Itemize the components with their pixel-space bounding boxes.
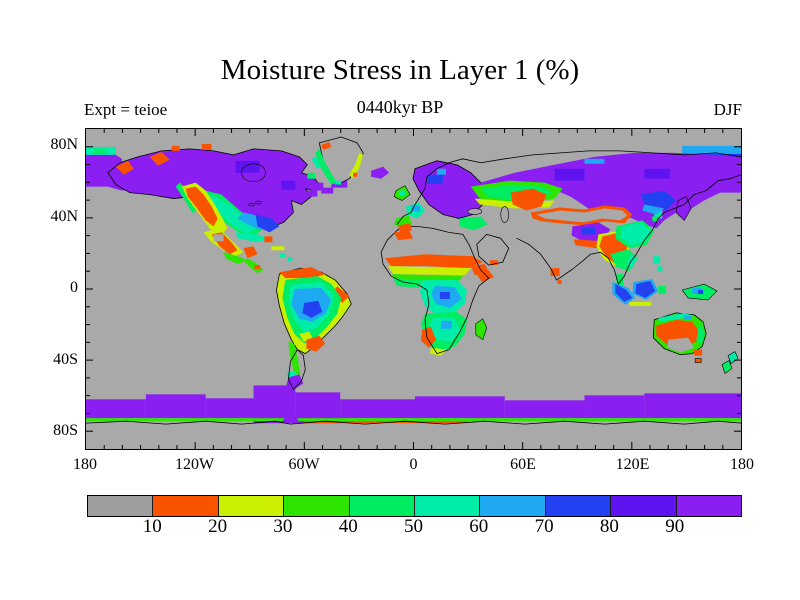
map-svg (86, 129, 741, 449)
greenland (307, 136, 364, 186)
south-america (276, 267, 352, 390)
axis-ticks (86, 129, 741, 449)
experiment-label: Expt = teioe (84, 100, 168, 119)
lon-tick-label: 180 (730, 456, 754, 473)
australia-oceania (652, 312, 739, 374)
colorbar-tick-label: 20 (208, 516, 228, 537)
lat-tick-label: 0 (70, 279, 78, 296)
colorbar (87, 495, 742, 517)
colorbar-segment (284, 496, 350, 516)
colorbar-segment (349, 496, 416, 516)
lon-tick-label: 180 (73, 456, 97, 473)
colorbar-segment (545, 496, 612, 516)
world-map-plot (85, 128, 742, 450)
lat-tick-label: 80N (50, 136, 78, 153)
europe (393, 160, 488, 241)
colorbar-segment (611, 496, 677, 516)
colorbar-tick-label: 30 (273, 516, 293, 537)
colorbar-tick-label: 80 (599, 516, 619, 537)
africa (380, 225, 510, 356)
season-label: DJF (713, 100, 742, 119)
page-title: Moisture Stress in Layer 1 (%) (220, 54, 580, 86)
colorbar-segment (480, 496, 546, 516)
antarctic-sea-ice-band (86, 385, 741, 425)
lat-tick-label: 40S (53, 350, 78, 368)
colorbar-tick-label: 60 (469, 516, 489, 537)
lon-tick-label: 120E (615, 456, 650, 473)
lon-tick-label: 60W (288, 456, 320, 473)
lat-tick-label: 40N (50, 207, 78, 225)
subtitle-time-label: 0440kyr BP (356, 97, 444, 117)
colorbar-segment (415, 496, 481, 516)
north-america (107, 143, 324, 274)
lat-tick-label: 80S (53, 422, 78, 439)
colorbar-segment (218, 496, 285, 516)
colorbar-tick-label: 40 (338, 516, 358, 537)
colorbar-tick-label: 10 (142, 516, 162, 537)
lon-tick-label: 0 (409, 456, 418, 473)
colorbar-tick-label: 90 (665, 516, 685, 537)
colorbar-tick-label: 50 (404, 516, 423, 537)
lon-tick-label: 60E (510, 456, 536, 473)
colorbar-segment (153, 496, 219, 516)
lon-tick-label: 120W (174, 456, 215, 473)
colorbar-segment (676, 496, 742, 516)
colorbar-tick-label: 70 (534, 516, 554, 537)
colorbar-segment (88, 496, 154, 516)
asia (396, 150, 741, 306)
